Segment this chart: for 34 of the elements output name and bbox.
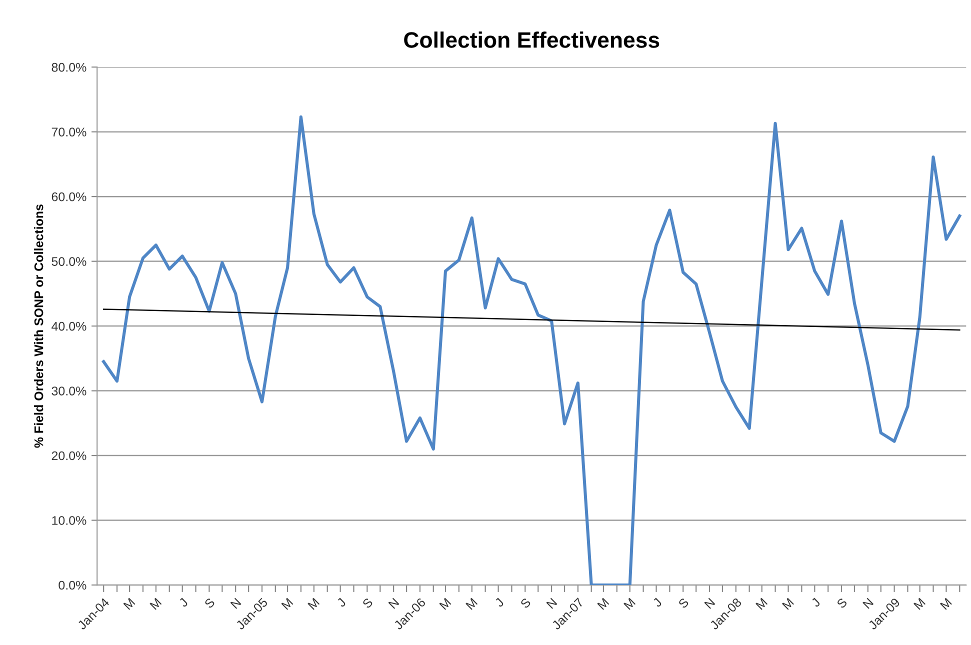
x-tick-label: M xyxy=(466,598,478,610)
x-tick-label: M xyxy=(756,598,768,610)
x-tick-label: J xyxy=(494,598,504,608)
x-tick-label: S xyxy=(362,597,374,609)
x-tick-label: S xyxy=(520,597,532,609)
x-tick-label: M xyxy=(123,598,136,610)
y-tick-label: 10.0% xyxy=(52,516,86,525)
y-tick-label: 60.0% xyxy=(52,192,86,202)
y-tick-label: 50.0% xyxy=(52,257,86,266)
x-tick-label: M xyxy=(281,598,294,610)
x-tick-label: J xyxy=(178,598,188,608)
x-tick-label: M xyxy=(624,598,636,610)
y-axis-title: % Field Orders With SONP or Collections xyxy=(34,204,44,448)
x-tick-label: M xyxy=(439,598,452,610)
x-tick-label: M xyxy=(308,598,320,610)
x-tick-label: J xyxy=(652,598,662,608)
line-series xyxy=(102,115,962,586)
x-tick-label: S xyxy=(836,597,848,609)
y-tick-label: 70.0% xyxy=(52,128,86,136)
y-tick-label: 80.0% xyxy=(52,62,86,72)
x-tick-label: M xyxy=(150,598,162,610)
x-tick-label: J xyxy=(336,598,346,608)
x-tick-label: S xyxy=(678,597,690,609)
x-tick-label: M xyxy=(597,598,610,610)
x-tick-label: J xyxy=(810,598,821,608)
x-tick-label: S xyxy=(204,597,216,609)
x-tick-label: M xyxy=(940,598,952,610)
y-tick-label: 30.0% xyxy=(52,386,86,396)
x-tick-label: M xyxy=(914,598,926,610)
x-tick-label: M xyxy=(782,598,794,610)
chart-title: Collection Effectiveness xyxy=(404,32,660,48)
y-tick-label: 0.0% xyxy=(58,580,86,590)
y-tick-label: 20.0% xyxy=(52,451,86,460)
y-tick-label: 40.0% xyxy=(52,322,86,331)
